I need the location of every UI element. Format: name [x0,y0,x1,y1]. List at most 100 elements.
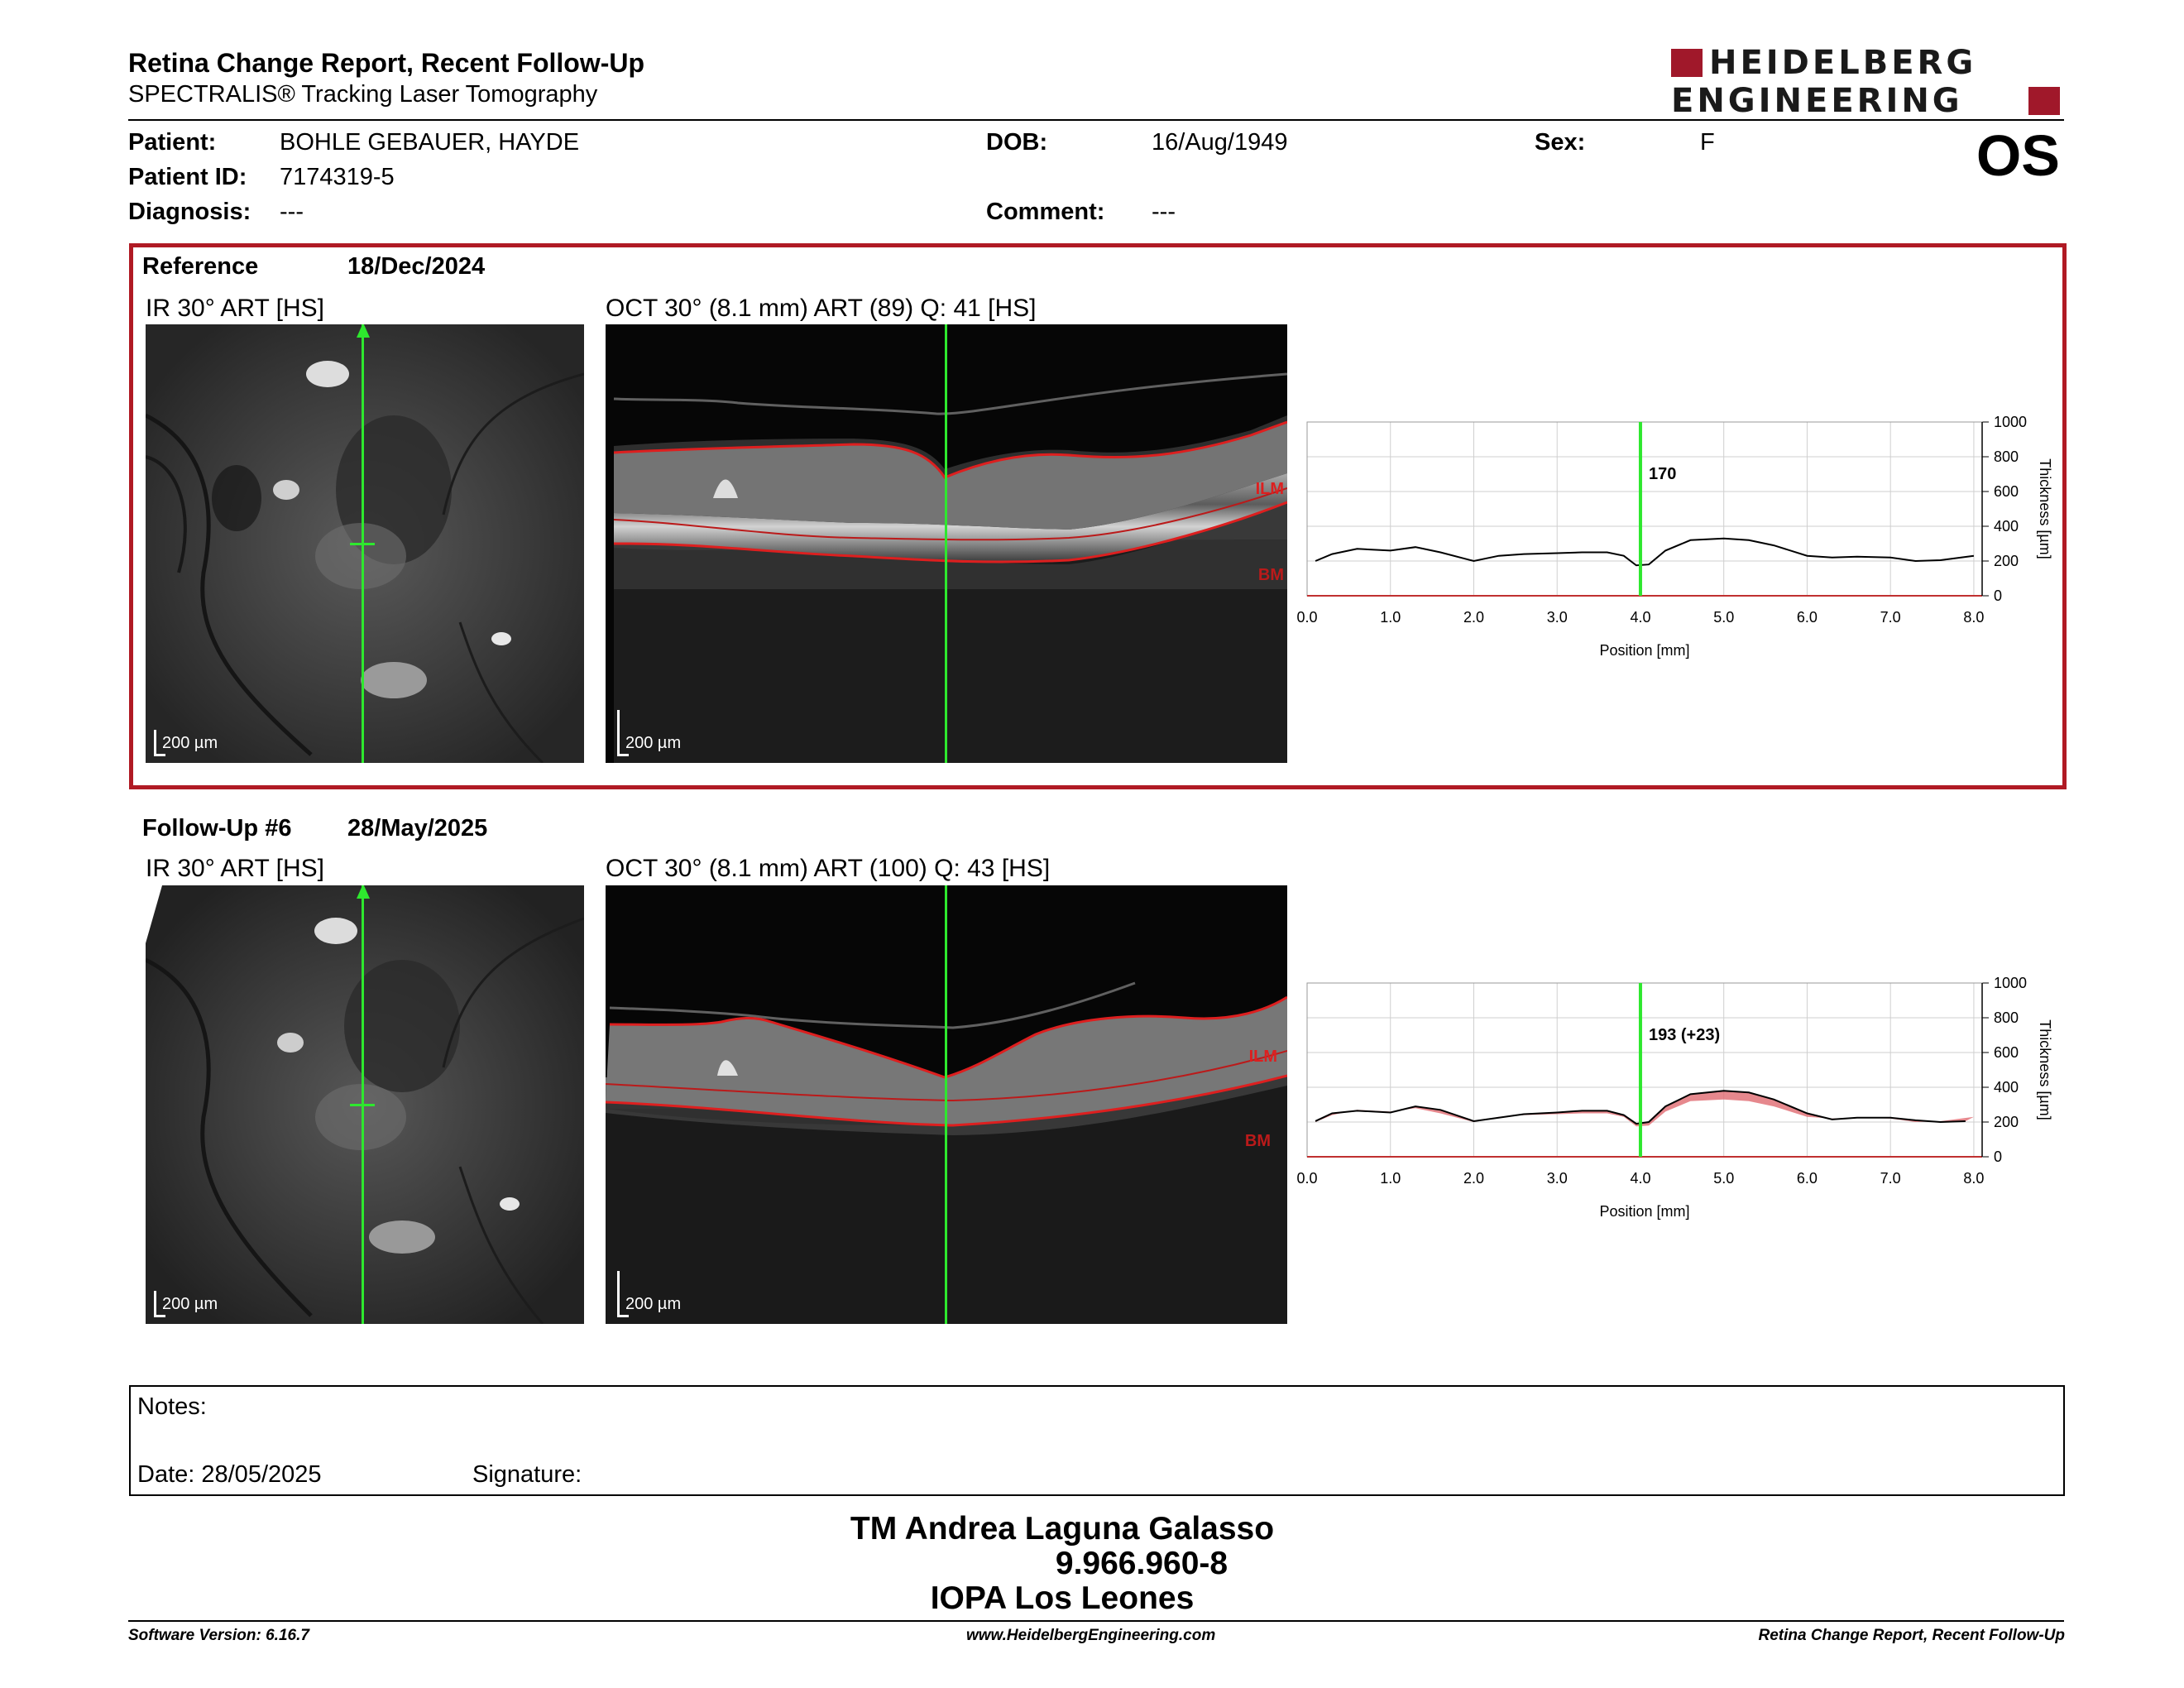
institution-name: IOPA Los Leones [930,1580,1195,1616]
diagnosis-label: Diagnosis: [128,199,251,225]
y-tick-label: 600 [1994,1044,2019,1061]
y-tick-label: 0 [1994,587,2002,604]
x-tick-label: 0.0 [1296,1170,1317,1187]
x-tick-label: 5.0 [1713,1170,1734,1187]
thickness-line [1315,1090,1966,1125]
fovea-marker [350,543,375,545]
y-tick-label: 1000 [1994,414,2027,430]
reference-date: 18/Dec/2024 [347,253,486,280]
thickness-line [1315,537,1975,567]
oct-scale-bar: 200 µm [617,1266,700,1317]
y-tick-label: 200 [1994,553,2019,569]
reference-thickness-chart: 0.0 1.0 2.0 3.0 4.0 5.0 6.0 7.0 8.0 0 200 400 600 800… [1296,414,2053,659]
bm-label: BM [1257,566,1284,584]
patient-name: BOHLE GEBAUER, HAYDE [280,129,580,156]
reference-ir-caption: IR 30° ART [HS] [146,295,324,322]
reference-oct-caption: OCT 30° (8.1 mm) ART (89) Q: 41 [HS] [606,295,1037,322]
fovea-marker [350,1104,375,1106]
x-tick-label: 1.0 [1380,1170,1401,1187]
x-tick-label: 7.0 [1880,609,1901,626]
plot-frame [1306,421,1983,597]
cursor-value-label: 170 [1649,465,1676,483]
software-version: Software Version: 6.16.7 [128,1627,309,1644]
followup-ir-image: 200 µm [146,885,584,1324]
x-tick-label: 5.0 [1713,609,1734,626]
signature-label: Signature: [472,1461,582,1488]
eye-indicator: OS [1976,123,2060,188]
thickness-change-area [1315,1091,1974,1127]
x-axis-title: Position [mm] [1599,1203,1689,1220]
x-tick-label: 3.0 [1547,609,1568,626]
x-tick-label: 2.0 [1463,609,1484,626]
scan-arrow-icon [357,324,370,338]
notes-box[interactable]: Notes: Date: 28/05/2025 Signature: [129,1385,2065,1496]
heidelberg-logo: HEIDELBERG ENGINEERING [1671,46,2060,120]
oct-position-line [945,324,947,763]
ir-scale-label: 200 µm [162,1295,218,1313]
footer-divider [128,1620,2064,1622]
x-tick-label: 2.0 [1463,1170,1484,1187]
x-tick-label: 6.0 [1797,1170,1818,1187]
dob-label: DOB: [986,129,1048,156]
x-tick-label: 3.0 [1547,1170,1568,1187]
y-tick-label: 1000 [1994,975,2027,991]
oct-scale-label: 200 µm [625,734,682,752]
followup-oct-caption: OCT 30° (8.1 mm) ART (100) Q: 43 [HS] [606,855,1051,882]
patient-id-label: Patient ID: [128,164,247,190]
sex-value: F [1700,129,1715,156]
patient-label: Patient: [128,129,217,156]
logo-square-right [2028,87,2060,115]
x-tick-label: 4.0 [1630,1170,1650,1187]
reference-oct-image: ILM BM 200 µm [606,324,1287,763]
notes-label: Notes: [137,1393,207,1420]
x-tick-label: 1.0 [1380,609,1401,626]
followup-label: Follow-Up #6 [142,815,292,842]
followup-date: 28/May/2025 [347,815,488,842]
header-divider [128,119,2064,121]
logo-line-2: ENGINEERING [1671,82,1963,120]
logo-square-left [1671,49,1703,77]
x-tick-label: 8.0 [1963,1170,1984,1187]
cursor-value-label: 193 (+23) [1649,1026,1720,1044]
x-tick-label: 8.0 [1963,609,1984,626]
y-tick-label: 400 [1994,518,2019,535]
comment-label: Comment: [986,199,1105,225]
date-label: Date: 28/05/2025 [137,1461,322,1488]
followup-thickness-chart: 0.0 1.0 2.0 3.0 4.0 5.0 6.0 7.0 8.0 0 200 400 600 800… [1296,975,2053,1220]
technician-id: 9.966.960-8 [1055,1546,1228,1581]
x-tick-label: 6.0 [1797,609,1818,626]
y-tick-label: 600 [1994,483,2019,500]
x-tick-label: 7.0 [1880,1170,1901,1187]
reference-frame [129,243,2067,789]
ilm-label: ILM [1248,1048,1277,1066]
technician-name: TM Andrea Laguna Galasso [850,1511,1275,1547]
followup-oct-image: ILM BM 200 µm [606,885,1287,1324]
oct-scale-label: 200 µm [625,1295,682,1313]
oct-position-line [945,885,947,1324]
x-tick-label: 4.0 [1630,609,1650,626]
followup-ir-caption: IR 30° ART [HS] [146,855,324,882]
logo-line-1: HEIDELBERG [1709,44,1977,82]
patient-id: 7174319-5 [280,164,395,190]
report-title: Retina Change Report, Recent Follow-Up [128,48,645,78]
ir-scale-label: 200 µm [162,734,218,752]
sex-label: Sex: [1535,129,1586,156]
diagnosis-value: --- [280,199,304,225]
scan-arrow-icon [357,885,370,899]
reference-label: Reference [142,253,259,280]
y-axis-title: Thickness [µm] [2037,458,2053,559]
y-tick-label: 0 [1994,1149,2002,1165]
ir-scale-bar: 200 µm [154,1286,237,1317]
website-link[interactable]: www.HeidelbergEngineering.com [966,1627,1216,1644]
y-tick-label: 800 [1994,1009,2019,1026]
report-subtitle: SPECTRALIS® Tracking Laser Tomography [128,81,598,108]
y-tick-label: 800 [1994,448,2019,465]
ir-scale-bar: 200 µm [154,725,237,756]
y-tick-label: 400 [1994,1079,2019,1096]
y-tick-label: 200 [1994,1114,2019,1130]
plot-frame [1306,982,1983,1158]
comment-value: --- [1152,199,1176,225]
footer-report-name: Retina Change Report, Recent Follow-Up [1758,1627,2065,1644]
bm-label: BM [1244,1132,1271,1150]
reference-ir-image: 200 µm [146,324,584,763]
